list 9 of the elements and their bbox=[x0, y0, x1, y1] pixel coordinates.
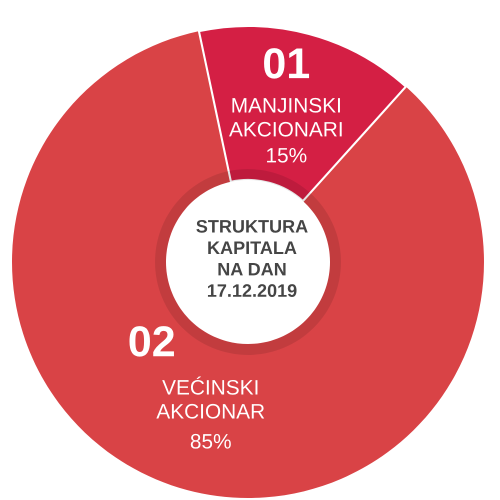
data-label: 85% bbox=[190, 434, 231, 449]
slice-label: MANJINSKI AKCIONARI bbox=[229, 98, 342, 137]
text: 01 bbox=[264, 48, 310, 79]
data-label: 15% bbox=[267, 148, 306, 163]
text: STRUKTURA KAPITALA NA DAN 17.12.2019 bbox=[196, 220, 308, 297]
donut-slice bbox=[12, 31, 484, 498]
slice-label: VEĆINSKI AKCIONAR bbox=[156, 376, 264, 419]
text: 02 bbox=[129, 326, 174, 357]
donut-slice bbox=[198, 24, 407, 202]
